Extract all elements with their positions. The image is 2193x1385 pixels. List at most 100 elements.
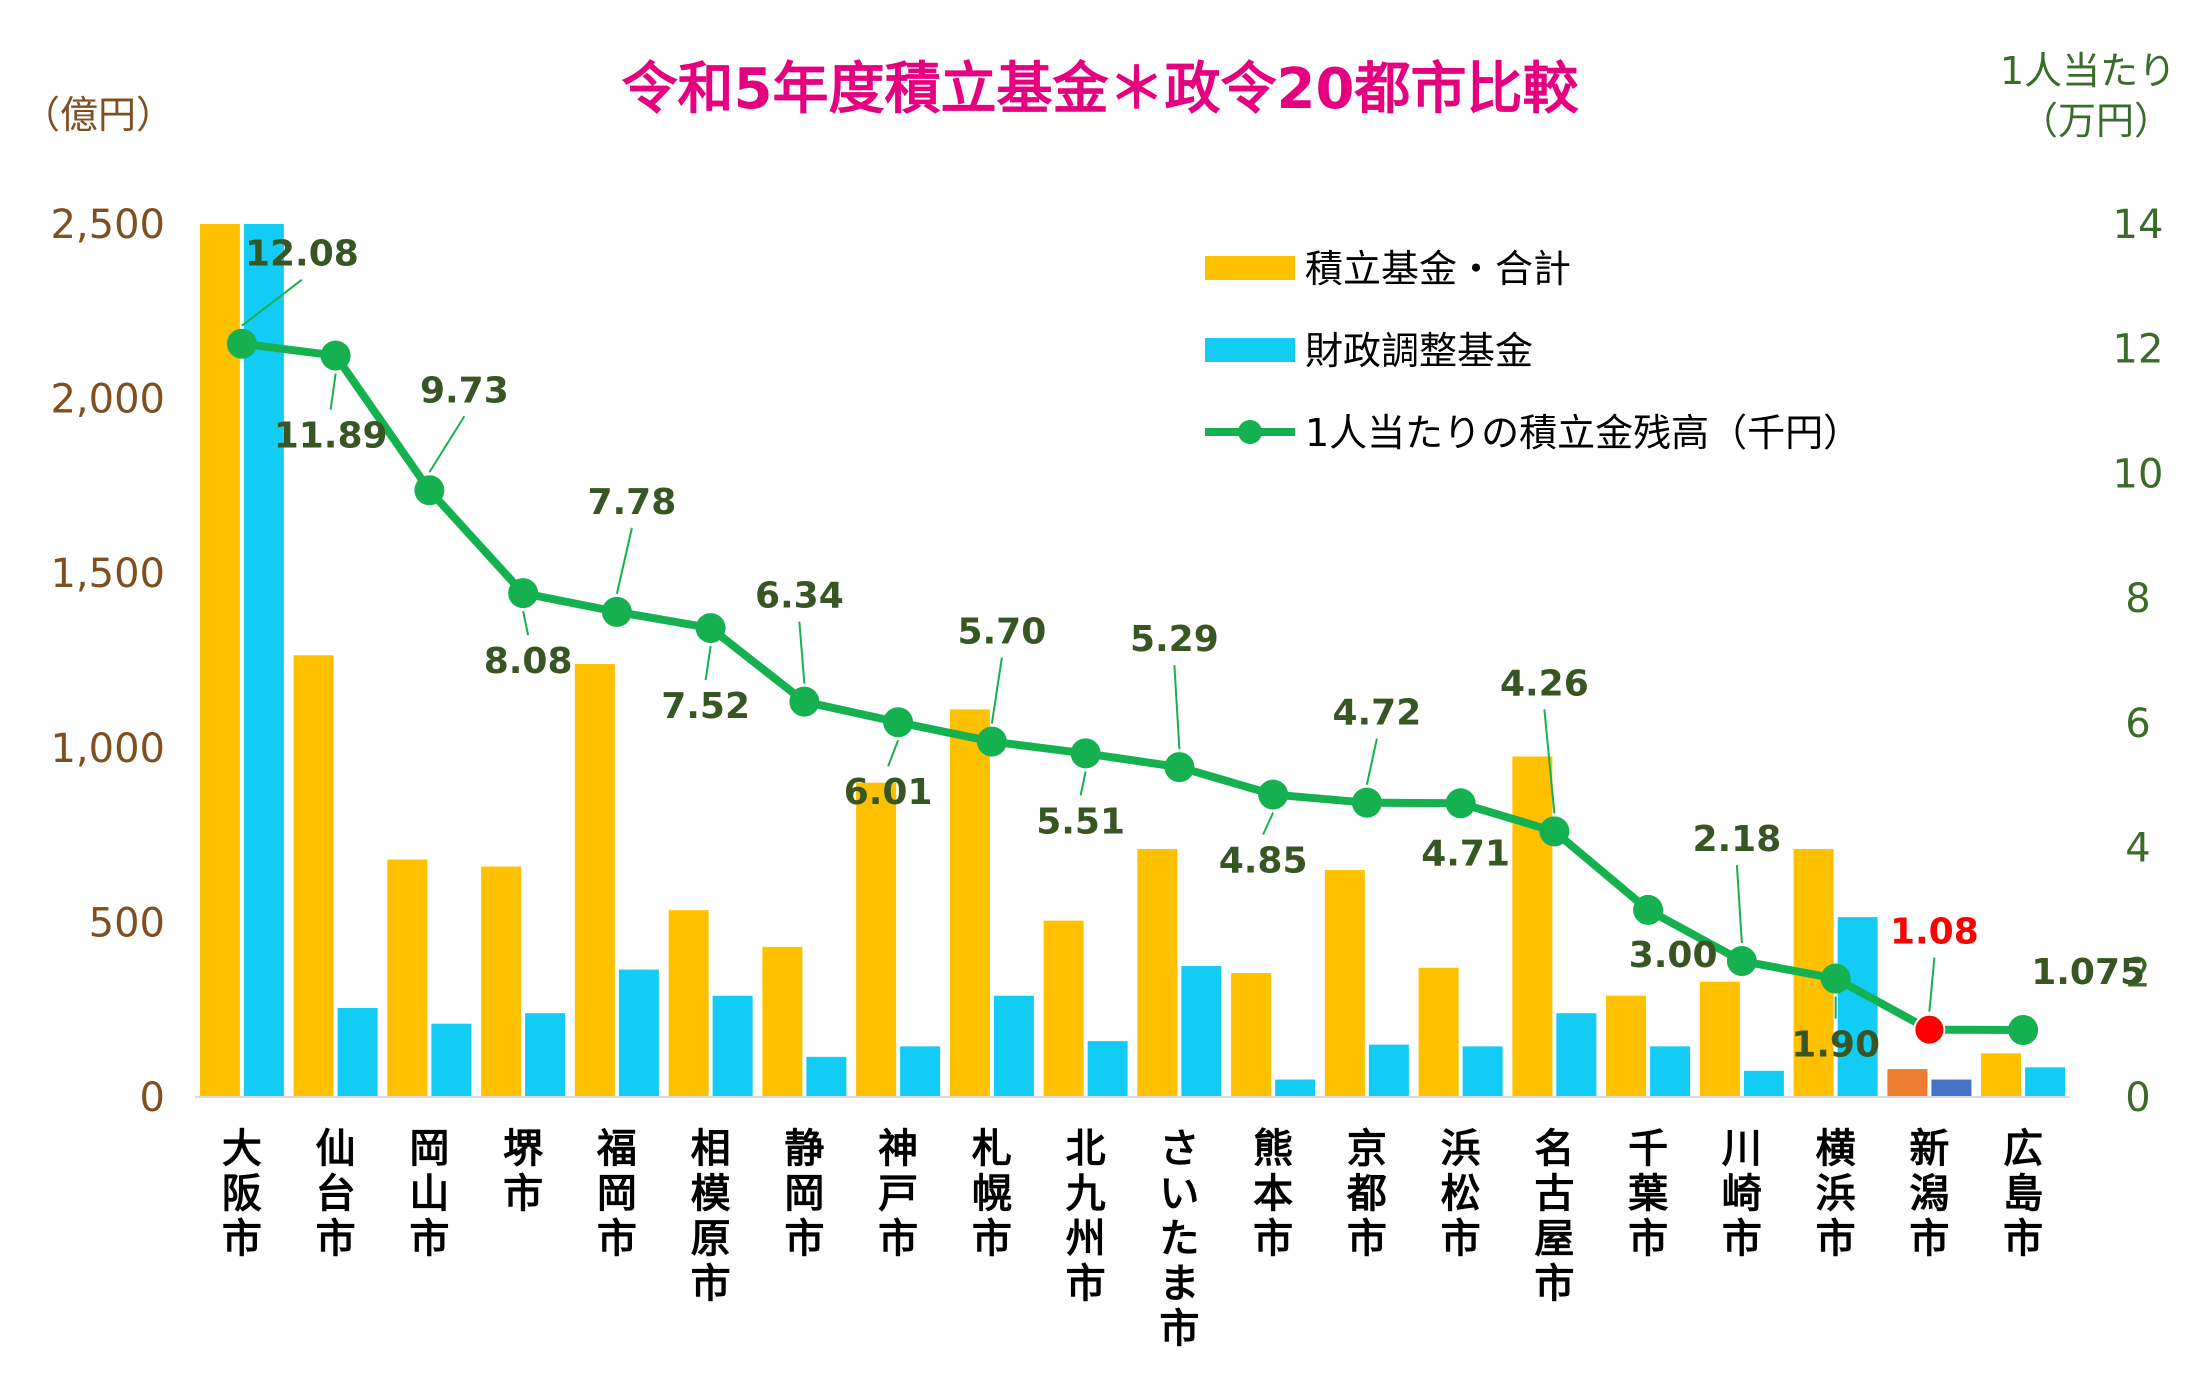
category-label: 広島市: [2003, 1126, 2043, 1262]
bar-series: [199, 224, 2066, 1097]
fiscal-adjustment-bar: [1181, 966, 1222, 1097]
fund-total-bar: [293, 655, 334, 1097]
per-capita-point: [1070, 738, 1101, 769]
category-label: 横浜市: [1816, 1126, 1856, 1262]
per-capita-point: [789, 686, 820, 717]
per-capita-data-label: 6.34: [755, 576, 844, 617]
fund-total-bar: [856, 782, 897, 1097]
category-label: 札幌市: [972, 1126, 1012, 1262]
data-label-leader-line: [1735, 864, 1743, 944]
per-capita-data-label: 1.08: [1890, 912, 1979, 953]
category-labels: 大阪市 仙台市 岡山市 堺市 福岡市 相模原市 静岡市 神戸市 札幌市 北九州市 さいたま市 熊本市 京…: [222, 1126, 2043, 1352]
per-capita-data-label: 8.08: [484, 641, 573, 682]
per-capita-data-label: 2.18: [1692, 819, 1781, 860]
fund-total-bar: [1887, 1069, 1928, 1097]
category-label: 岡山市: [409, 1126, 449, 1262]
per-capita-point: [1633, 894, 1664, 925]
fiscal-adjustment-bar: [1931, 1079, 1972, 1097]
per-capita-data-label: 4.26: [1500, 663, 1589, 704]
fiscal-adjustment-bar: [900, 1046, 941, 1097]
per-capita-data-label: 3.00: [1629, 935, 1718, 976]
data-label-leader-line: [522, 610, 530, 636]
right-axis-tick-label: 4: [2125, 826, 2150, 872]
right-axis-ticks: 0 2 4 6 8 10 12 14: [2113, 202, 2164, 1121]
data-label-leader-line: [798, 621, 806, 684]
left-axis-tick-label: 2,000: [50, 377, 165, 423]
data-label-leader-line: [241, 278, 303, 327]
legend-swatch-fund-total: [1205, 256, 1295, 280]
legend-swatch-fiscal-adjustment: [1205, 338, 1295, 362]
data-label-leader-line: [1173, 665, 1181, 750]
data-label-leader-line: [1365, 738, 1378, 785]
fiscal-adjustment-bar: [2025, 1067, 2066, 1097]
fiscal-adjustment-bar: [337, 1007, 378, 1097]
fiscal-adjustment-bar: [1275, 1079, 1316, 1097]
fund-total-bar: [1512, 756, 1553, 1097]
fiscal-adjustment-bar: [431, 1023, 472, 1097]
per-capita-point: [1258, 779, 1289, 810]
category-label: 名古屋市: [1534, 1126, 1574, 1307]
fiscal-adjustment-bar: [1837, 917, 1878, 1097]
data-label-leader-line: [1262, 812, 1275, 835]
left-axis-tick-label: 1,500: [50, 551, 165, 597]
per-capita-data-label: 4.71: [1421, 833, 1510, 874]
fiscal-adjustment-bar: [806, 1056, 847, 1097]
fund-total-bar: [949, 709, 990, 1097]
per-capita-point: [320, 340, 351, 371]
left-axis-tick-label: 2,500: [50, 202, 165, 248]
fiscal-adjustment-bar: [1462, 1046, 1503, 1097]
fund-total-bar: [1231, 973, 1272, 1097]
left-axis-tick-label: 1,000: [50, 726, 165, 772]
fiscal-adjustment-bar: [1368, 1044, 1409, 1097]
per-capita-data-label: 7.78: [587, 482, 676, 523]
right-axis-tick-label: 2: [2125, 950, 2150, 996]
category-label: 堺市: [503, 1126, 544, 1217]
data-label-leader-line: [615, 527, 633, 595]
per-capita-point: [883, 707, 914, 738]
per-capita-data-label: 6.01: [844, 772, 933, 813]
data-label-leader-line: [1079, 771, 1087, 796]
category-label: 熊本市: [1253, 1126, 1293, 1262]
per-capita-point: [976, 726, 1007, 757]
category-label: 神戸市: [878, 1126, 918, 1262]
fiscal-adjustment-bar: [1556, 1013, 1597, 1097]
right-axis-tick-label: 14: [2113, 202, 2164, 248]
data-label-leader-line: [887, 739, 900, 767]
per-capita-data-label: 5.29: [1130, 619, 1219, 660]
category-label: 川崎市: [1722, 1126, 1762, 1262]
fiscal-adjustment-bar: [712, 995, 753, 1097]
data-label-leader-line: [428, 415, 466, 473]
data-label-leader-line: [329, 373, 337, 410]
per-capita-point: [1445, 788, 1476, 819]
line-series: [226, 328, 2039, 1046]
chart-title: 令和5年度積立基金＊政令20都市比較: [622, 57, 1580, 122]
per-capita-point: [1351, 787, 1382, 818]
fund-total-bar: [1137, 849, 1178, 1097]
category-label: 福岡市: [596, 1126, 637, 1262]
per-capita-data-label: 1.90: [1791, 1025, 1880, 1066]
per-capita-point: [601, 596, 632, 627]
left-axis-tick-label: 500: [89, 900, 165, 946]
fund-total-bar: [1418, 967, 1459, 1097]
fund-total-bar: [1043, 920, 1084, 1097]
per-capita-data-label: 7.52: [661, 686, 750, 727]
right-axis-tick-label: 10: [2113, 451, 2164, 497]
per-capita-point: [2008, 1014, 2039, 1045]
right-axis-tick-label: 0: [2125, 1075, 2150, 1121]
left-axis-ticks: 0 500 1,000 1,500 2,000 2,500: [50, 202, 165, 1121]
fiscal-adjustment-bar: [1743, 1070, 1784, 1097]
per-capita-point: [695, 613, 726, 644]
category-label: 浜松市: [1441, 1126, 1481, 1262]
per-capita-point: [414, 475, 445, 506]
category-label: 静岡市: [784, 1126, 824, 1262]
per-capita-point: [1164, 752, 1195, 783]
data-label-leader-line: [704, 645, 712, 681]
fiscal-adjustment-bar: [1650, 1046, 1691, 1097]
per-capita-data-label: 4.85: [1219, 841, 1308, 882]
right-axis-tick-label: 6: [2125, 701, 2150, 747]
per-capita-data-label: 12.08: [245, 234, 359, 275]
data-label-leader-line: [990, 657, 1003, 724]
fund-total-bar: [199, 224, 240, 1097]
fiscal-adjustment-bar: [525, 1013, 566, 1097]
